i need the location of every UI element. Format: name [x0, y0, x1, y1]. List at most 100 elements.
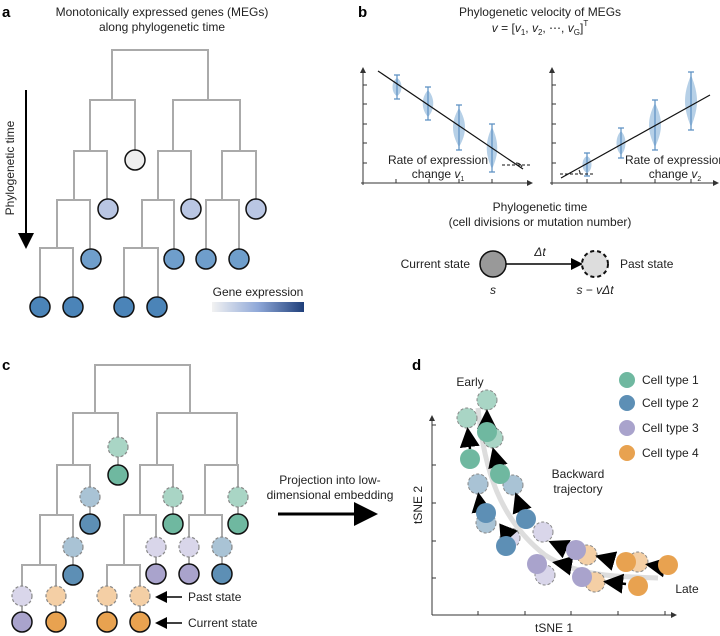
trajectory-label-1: Backward	[552, 467, 605, 481]
panel-d: d tSNE 2 tSNE 1 Early Late Backward traj…	[411, 357, 699, 635]
legend-label: Cell type 1	[642, 373, 699, 387]
current-state-node	[162, 513, 184, 535]
tree-branch	[221, 150, 257, 200]
current-state-point	[566, 540, 586, 560]
left-plot-text-2: change v1	[412, 167, 465, 183]
legend: Cell type 1 Cell type 2 Cell type 3 Cell…	[619, 372, 699, 461]
current-state-node	[178, 563, 200, 585]
violin-plots	[360, 67, 719, 186]
tree-node	[195, 248, 217, 270]
velocity-arrow	[645, 557, 667, 578]
tree-branch	[205, 199, 240, 249]
panel-b-title: Phylogenetic velocity of MEGs	[459, 5, 621, 19]
tree-branch	[56, 199, 91, 249]
phylo-time-label-1: Phylogenetic time	[493, 200, 588, 214]
current-state-label: Current state	[401, 257, 471, 271]
current-state-node	[45, 611, 67, 633]
velocity-arrow	[512, 492, 532, 515]
tree-branch	[156, 412, 238, 465]
past-state-point	[476, 389, 498, 411]
current-state-label-c: Current state	[188, 616, 258, 630]
embedding-points	[456, 389, 678, 596]
error-bar	[618, 127, 624, 159]
past-state-node	[178, 536, 200, 558]
current-state-node	[145, 563, 167, 585]
right-plot-text-2: change v2	[649, 167, 702, 183]
current-state-node	[479, 250, 507, 278]
past-state-node	[211, 536, 233, 558]
past-state-node	[162, 486, 184, 508]
tree-branch	[73, 150, 108, 200]
current-state-node	[107, 464, 129, 486]
current-state-point	[490, 464, 510, 484]
axis-ticks	[432, 424, 666, 615]
projection-label-2: dimensional embedding	[267, 488, 394, 502]
phylogenetic-tree-c	[11, 364, 249, 633]
current-state-point	[476, 503, 496, 523]
current-state-point	[496, 536, 516, 556]
tree-node	[62, 296, 84, 318]
s-past-label: s − vΔt	[576, 283, 614, 297]
phylo-time-label-2: (cell divisions or mutation number)	[449, 215, 632, 229]
past-state-node	[11, 585, 33, 607]
current-state-node	[79, 513, 101, 535]
past-state-node	[107, 436, 129, 458]
tree-node	[113, 296, 135, 318]
tree-node	[146, 296, 168, 318]
panel-a: a Monotonically expressed genes (MEGs) a…	[2, 4, 304, 318]
current-state-point	[658, 555, 678, 575]
legend-label: Cell type 2	[642, 396, 699, 410]
s-label: s	[490, 283, 496, 297]
current-state-point	[516, 509, 536, 529]
angle-arc	[578, 169, 581, 175]
phylogenetic-tree-a	[29, 49, 267, 318]
legend-item: Cell type 3	[619, 420, 699, 436]
panel-a-title-1: Monotonically expressed genes (MEGs)	[56, 5, 269, 19]
legend-swatch	[619, 372, 635, 388]
velocity-arrow	[471, 492, 492, 514]
tree-node	[228, 248, 250, 270]
past-state-node	[581, 250, 609, 278]
tree-branch	[39, 247, 74, 297]
past-state-label: Past state	[620, 257, 674, 271]
left-plot-text-1: Rate of expression	[388, 153, 488, 167]
regression-line	[560, 94, 711, 179]
current-state-node	[129, 611, 151, 633]
x-axis-label: tSNE 1	[535, 621, 573, 635]
velocity-formula: v = [v1, v2, ⋯, vG]T	[492, 19, 589, 37]
current-state-node	[96, 611, 118, 633]
legend-label: Cell type 4	[642, 446, 699, 460]
projection-label-1: Projection into low-	[279, 473, 380, 487]
tree-node	[29, 296, 51, 318]
error-bar	[425, 86, 431, 121]
trajectory-label-2: trajectory	[553, 482, 602, 496]
legend-swatch	[619, 395, 635, 411]
current-state-point	[477, 422, 497, 442]
late-label: Late	[675, 582, 699, 596]
current-state-point	[628, 576, 648, 596]
early-label: Early	[456, 375, 483, 389]
tree-node	[97, 198, 119, 220]
regression-line	[377, 70, 524, 170]
panel-label-b: b	[358, 4, 367, 21]
panel-a-title-2: along phylogenetic time	[99, 20, 225, 34]
tree-branch	[89, 99, 136, 151]
tree-node	[180, 198, 202, 220]
current-state-node	[227, 513, 249, 535]
past-state-node	[45, 585, 67, 607]
legend-label: Cell type 3	[642, 421, 699, 435]
current-state-point	[527, 554, 547, 574]
velocity-arrow	[603, 573, 627, 594]
current-state-node	[211, 563, 233, 585]
past-state-point	[456, 407, 478, 429]
current-state-node	[11, 611, 33, 633]
panel-label-c: c	[2, 357, 10, 374]
current-state-node	[62, 564, 84, 586]
delta-t-label: Δt	[533, 245, 546, 259]
past-state-point	[467, 473, 489, 495]
velocity-arrow	[548, 539, 571, 559]
tree-node	[163, 248, 185, 270]
velocity-arrow	[459, 427, 480, 450]
panel-label-a: a	[2, 4, 11, 21]
